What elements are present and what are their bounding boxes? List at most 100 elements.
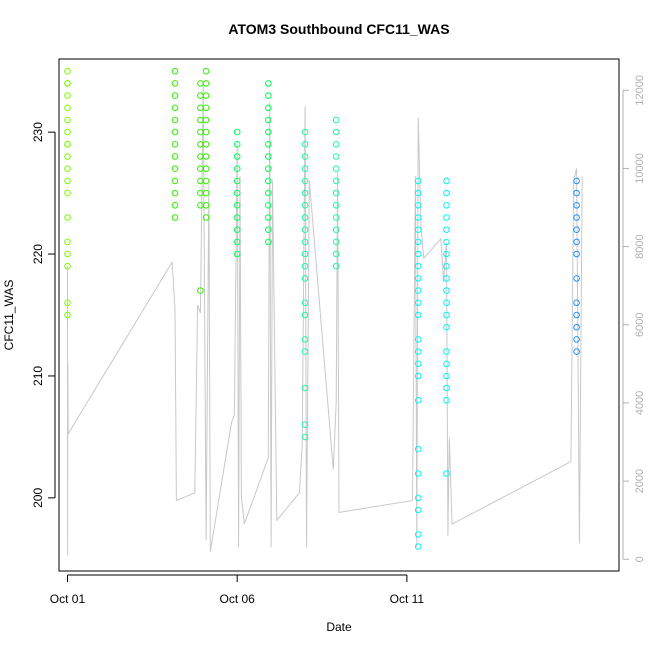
- data-point: [265, 128, 272, 136]
- data-point: [197, 104, 204, 112]
- data-point: [64, 177, 71, 185]
- data-point: [64, 92, 71, 99]
- data-point: [414, 214, 422, 221]
- data-point: [573, 226, 580, 233]
- data-point: [64, 262, 71, 270]
- data-point: [64, 141, 71, 148]
- data-point: [233, 128, 241, 136]
- x-axis: Oct 01 Oct 06 Oct 11: [50, 574, 425, 606]
- data-point: [414, 506, 422, 514]
- data-point: [332, 202, 340, 209]
- data-point: [573, 323, 580, 331]
- data-point: [233, 165, 241, 172]
- data-point: [171, 202, 179, 209]
- data-point: [332, 238, 340, 246]
- data-point: [265, 116, 272, 124]
- data-point: [414, 250, 422, 258]
- data-point: [197, 92, 204, 99]
- data-point: [265, 165, 272, 172]
- data-point: [332, 165, 340, 172]
- data-point: [301, 275, 309, 282]
- data-point: [233, 153, 241, 160]
- y-tick-label: 220: [31, 244, 45, 264]
- data-point: [414, 238, 422, 246]
- data-point: [332, 177, 340, 185]
- y-tick-label: 210: [31, 366, 45, 386]
- data-point: [443, 275, 450, 282]
- data-point: [443, 323, 450, 331]
- data-point: [414, 189, 422, 197]
- data-point: [332, 153, 340, 160]
- data-point: [64, 116, 71, 124]
- secondary-series-layer: [67, 86, 583, 556]
- data-point: [265, 238, 272, 246]
- y2-tick-label: 12000: [634, 75, 646, 106]
- data-point: [443, 226, 450, 233]
- data-point: [443, 238, 450, 246]
- y-axis-label: CFC11_WAS: [2, 280, 16, 351]
- data-point: [171, 128, 179, 136]
- data-point: [414, 543, 422, 550]
- data-point: [414, 531, 422, 538]
- data-point: [301, 421, 309, 429]
- data-point: [171, 141, 179, 148]
- data-point: [301, 299, 309, 307]
- data-point: [414, 262, 422, 270]
- data-point: [171, 214, 179, 221]
- secondary-series-line: [67, 86, 583, 556]
- data-point: [573, 299, 580, 307]
- data-point: [414, 397, 422, 404]
- data-point: [443, 202, 450, 209]
- data-point: [301, 250, 309, 258]
- data-point: [202, 116, 210, 124]
- data-point: [443, 384, 450, 392]
- data-point: [202, 214, 210, 221]
- data-point: [301, 336, 309, 343]
- data-point: [332, 116, 340, 124]
- data-point: [573, 311, 580, 319]
- data-point: [301, 128, 309, 136]
- data-point: [64, 311, 71, 319]
- data-point: [202, 165, 210, 172]
- y2-tick-label: 4000: [634, 391, 646, 415]
- data-point: [233, 214, 241, 221]
- data-point: [202, 80, 210, 87]
- data-point: [301, 141, 309, 148]
- data-point: [573, 238, 580, 246]
- plot-frame: [58, 58, 620, 572]
- data-point: [64, 104, 71, 112]
- data-point: [414, 348, 422, 355]
- data-point: [332, 262, 340, 270]
- data-point: [332, 128, 340, 136]
- y2-tick-label: 10000: [634, 153, 646, 184]
- data-point: [233, 226, 241, 233]
- data-point: [233, 250, 241, 258]
- data-point: [414, 177, 422, 185]
- data-point: [171, 177, 179, 185]
- data-point: [332, 214, 340, 221]
- data-point: [414, 360, 422, 368]
- chart-title: ATOM3 Southbound CFC11_WAS: [228, 21, 449, 37]
- data-point: [233, 177, 241, 185]
- data-point: [265, 189, 272, 197]
- data-point: [171, 80, 179, 87]
- data-point: [414, 287, 422, 294]
- data-point: [332, 250, 340, 258]
- data-point: [265, 177, 272, 185]
- data-point: [443, 299, 450, 307]
- data-point: [573, 336, 580, 343]
- data-point: [414, 336, 422, 343]
- data-point: [443, 372, 450, 380]
- data-point: [171, 116, 179, 124]
- x-tick-label: Oct 11: [390, 592, 425, 606]
- data-point: [443, 348, 450, 355]
- y2-axis: 0 2000 4000 6000 8000 10000 12000: [622, 75, 646, 562]
- data-point: [573, 250, 580, 258]
- data-point: [443, 311, 450, 319]
- data-point: [443, 262, 450, 270]
- data-point: [414, 311, 422, 319]
- data-point: [64, 250, 71, 258]
- data-point: [233, 189, 241, 197]
- data-point: [202, 189, 210, 197]
- data-point: [64, 153, 71, 160]
